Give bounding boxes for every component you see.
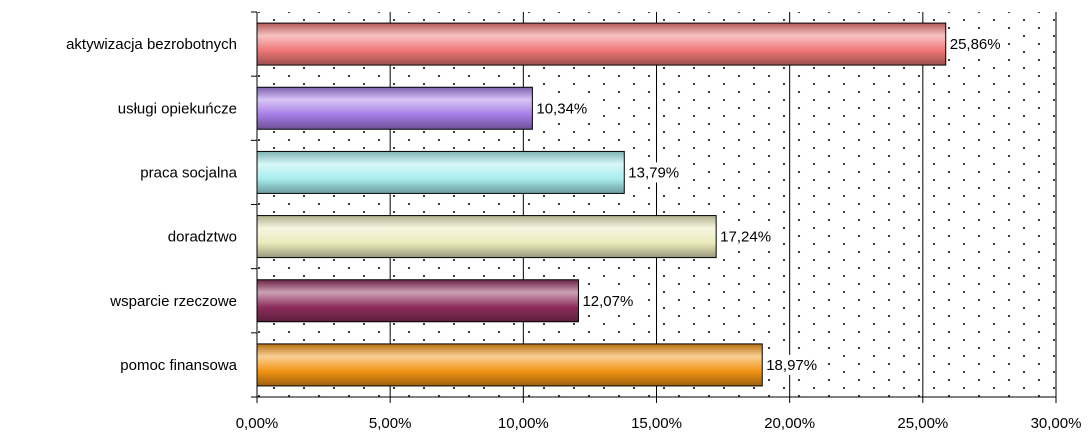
x-tick-label-20: 20,00%: [764, 415, 815, 432]
x-tick-label-15: 15,00%: [631, 415, 682, 432]
bar-praca-socjalna: [256, 150, 625, 194]
category-label-4: wsparcie rzeczowe: [109, 293, 237, 310]
data-label-2: 13,79%: [628, 164, 679, 181]
category-label-1: usługi opiekuńcze: [118, 100, 237, 117]
bar-wsparcie-rzeczowe: [256, 279, 579, 323]
data-label-5: 18,97%: [766, 357, 817, 374]
category-label-3: doradztwo: [168, 229, 237, 246]
bar-aktywizacja-bezrobotnych: [256, 22, 947, 66]
category-label-0: aktywizacja bezrobotnych: [66, 36, 237, 53]
data-label-1: 10,34%: [536, 100, 587, 117]
data-label-3: 17,24%: [720, 229, 771, 246]
data-label-0: 25,86%: [950, 36, 1001, 53]
data-label-4: 12,07%: [582, 293, 633, 310]
category-label-5: pomoc finansowa: [120, 357, 237, 374]
x-tick-label-25: 25,00%: [897, 415, 948, 432]
x-tick-label-30: 30,00%: [1031, 415, 1082, 432]
x-tick-label-0: 0,00%: [236, 415, 279, 432]
x-tick-label-5: 5,00%: [369, 415, 412, 432]
bar-pomoc-finansowa: [256, 343, 763, 387]
bar-usługi-opiekuńcze: [256, 86, 533, 130]
x-tick-label-10: 10,00%: [498, 415, 549, 432]
bar-doradztwo: [256, 215, 717, 259]
category-label-2: praca socjalna: [140, 164, 237, 181]
